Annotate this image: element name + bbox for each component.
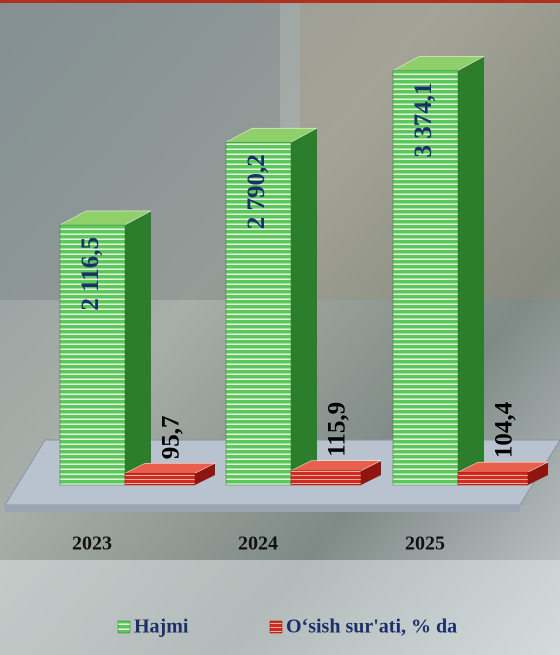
value-label: 115,9 [324, 402, 351, 457]
bar [290, 470, 362, 486]
legend: Hajmi O‘sish sur'ati, % da [117, 616, 457, 638]
bar-side [125, 210, 151, 486]
bar-side [291, 128, 317, 486]
bar-side [458, 56, 484, 485]
bar [225, 141, 292, 486]
legend-label: Hajmi [134, 616, 189, 638]
value-label: 2 790,2 [243, 154, 270, 229]
plot: 2023 2 116,5 95,7 2024 2 790,2 115,9 2025 3 374… [59, 56, 549, 555]
legend-swatch [117, 620, 131, 634]
bar-side [528, 462, 548, 485]
x-tick-label: 2025 [405, 533, 445, 555]
x-tick-label: 2024 [238, 533, 278, 555]
bar-side [361, 460, 381, 485]
legend-swatch [269, 620, 283, 634]
bar [457, 471, 529, 486]
bar [59, 224, 126, 486]
bar-side [195, 463, 215, 485]
value-label: 2 116,5 [77, 237, 104, 311]
top-border [0, 0, 560, 3]
value-label: 104,4 [491, 401, 518, 458]
bar [124, 472, 196, 486]
value-label: 95,7 [158, 415, 185, 459]
floor-edge [5, 505, 520, 512]
value-label: 3 374,1 [410, 82, 437, 157]
photo-region [0, 560, 560, 655]
x-tick-label: 2023 [72, 533, 112, 555]
legend-label: O‘sish sur'ati, % da [286, 616, 457, 638]
bar [392, 70, 459, 486]
